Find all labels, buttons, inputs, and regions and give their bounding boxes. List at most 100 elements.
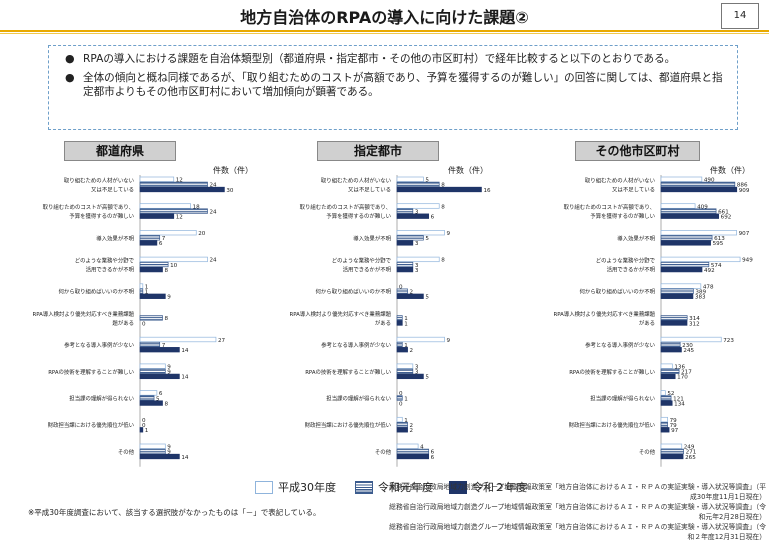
bar-h30 (396, 203, 440, 209)
charts-canvas: 件数（件）取り組むための人材がいない又は不足している122430取り組むためのコ… (33, 165, 753, 467)
bar-r1 (139, 235, 161, 241)
data-label-h30: 0 (399, 284, 403, 290)
bar-r1 (660, 208, 717, 214)
data-label-h30: 52 (667, 391, 674, 397)
data-label-r2: 0 (399, 401, 403, 407)
data-label-h30: 907 (739, 231, 750, 237)
bar-r2 (660, 427, 670, 433)
bar-r1 (396, 261, 414, 268)
data-label-r2: 2 (410, 348, 414, 354)
data-label-r2: 492 (704, 268, 715, 274)
legend-label-h30: 平成30年度 (278, 481, 336, 494)
category-label: RPAの技術を理解することが難しい (48, 368, 134, 376)
bar-r2 (396, 186, 482, 193)
data-label-r2: 12 (176, 215, 183, 221)
legend-swatch-r1 (355, 481, 373, 494)
data-label-r2: 0 (142, 321, 146, 327)
unit-label: 件数（件） (448, 165, 488, 175)
data-label-r1: 613 (714, 236, 725, 242)
data-label-h30: 409 (697, 204, 708, 210)
data-label-h30: 79 (670, 418, 678, 424)
data-label-h30: 8 (441, 258, 445, 264)
category-label: 参考となる導入事例が少ない (321, 341, 391, 349)
bar-r2 (139, 373, 180, 380)
bar-r2 (139, 427, 144, 433)
legend-label-r1: 令和元年度 (378, 481, 433, 494)
bar-r2 (660, 400, 673, 406)
bar-h30 (660, 176, 703, 182)
title-underline (0, 30, 769, 32)
data-label-r2: 6 (431, 215, 435, 221)
bar-h30 (396, 336, 445, 343)
data-label-h30: 0 (142, 418, 146, 424)
bar-h30 (660, 256, 741, 263)
category-label: 何から取り組めばいいのか不明 (316, 288, 391, 296)
category-label: 何から取り組めばいいのか不明 (580, 288, 655, 296)
data-label-h30: 3 (415, 365, 419, 371)
bar-r1 (396, 341, 403, 348)
data-label-r2: 6 (159, 241, 163, 247)
bar-r1 (396, 368, 414, 374)
data-label-r2: 3 (415, 241, 419, 247)
data-label-r1: 8 (441, 183, 445, 189)
category-label: 又は不足している (348, 186, 391, 193)
data-label-r2: 383 (695, 295, 706, 301)
data-label-r1: 3 (415, 209, 419, 215)
data-label-h30: 8 (441, 204, 445, 210)
bar-r1 (396, 235, 424, 241)
category-label: RPA導入検討より優先対応すべき業務課題 (290, 310, 392, 318)
data-label-h30: 478 (703, 284, 714, 290)
data-label-r2: 1 (404, 321, 408, 327)
data-label-r2: 1 (145, 428, 149, 434)
summary-text-1: RPAの導入における課題を自治体類型別（都道府県・指定都市・その他の市区町村）で… (83, 53, 676, 65)
data-label-h30: 490 (704, 178, 715, 184)
data-label-r1: 24 (210, 183, 218, 189)
category-label: どのような業務や分野で (75, 257, 134, 265)
data-label-r2: 9 (167, 295, 171, 301)
data-label-h30: 9 (447, 338, 451, 344)
bar-r1 (660, 341, 681, 348)
data-label-h30: 723 (723, 338, 734, 344)
data-label-r2: 245 (683, 348, 694, 354)
bar-r2 (660, 266, 703, 273)
data-label-r1: 7 (162, 343, 166, 349)
bar-r2 (660, 186, 738, 193)
data-label-r1: 2 (410, 423, 414, 429)
data-label-r1: 1 (404, 343, 408, 349)
data-label-r2: 3 (415, 268, 419, 274)
data-label-r1: 314 (689, 316, 700, 322)
data-label-r1: 24 (210, 209, 218, 215)
data-label-r1: 217 (681, 370, 692, 376)
category-label: がある (375, 319, 391, 327)
bar-r2 (396, 347, 408, 353)
data-label-r1: 79 (670, 423, 678, 429)
bar-r1 (139, 181, 208, 188)
data-label-r1: 661 (718, 209, 729, 215)
data-label-r2: 14 (181, 455, 189, 461)
bar-r1 (660, 368, 680, 374)
data-label-r2: 30 (226, 188, 234, 194)
bar-r2 (396, 240, 414, 246)
bar-h30 (396, 443, 419, 449)
bar-h30 (396, 176, 424, 182)
bar-r1 (139, 261, 169, 268)
category-label: 題がある (112, 319, 134, 327)
data-label-r2: 16 (483, 188, 491, 194)
bar-r2 (139, 213, 175, 219)
data-label-h30: 1 (404, 418, 408, 424)
bar-r2 (396, 427, 408, 433)
bar-h30 (396, 363, 414, 369)
category-label: 予算を獲得するのが難しい (326, 212, 391, 220)
data-label-r1: 3 (415, 263, 419, 269)
category-label: 活用できるかが不明 (86, 266, 134, 274)
category-label: 活用できるかが不明 (607, 266, 655, 274)
bar-h30 (139, 363, 166, 369)
category-label: その他 (639, 448, 656, 456)
bar-h30 (139, 336, 217, 343)
data-label-r1: 886 (737, 183, 748, 189)
data-label-r1: 3 (415, 370, 419, 376)
category-label: どのような業務や分野で (332, 257, 391, 265)
category-label: 何から取り組めばいいのか不明 (59, 288, 134, 296)
category-label: 取り組むための人材がいない (321, 176, 391, 184)
data-label-h30: 20 (198, 231, 206, 237)
